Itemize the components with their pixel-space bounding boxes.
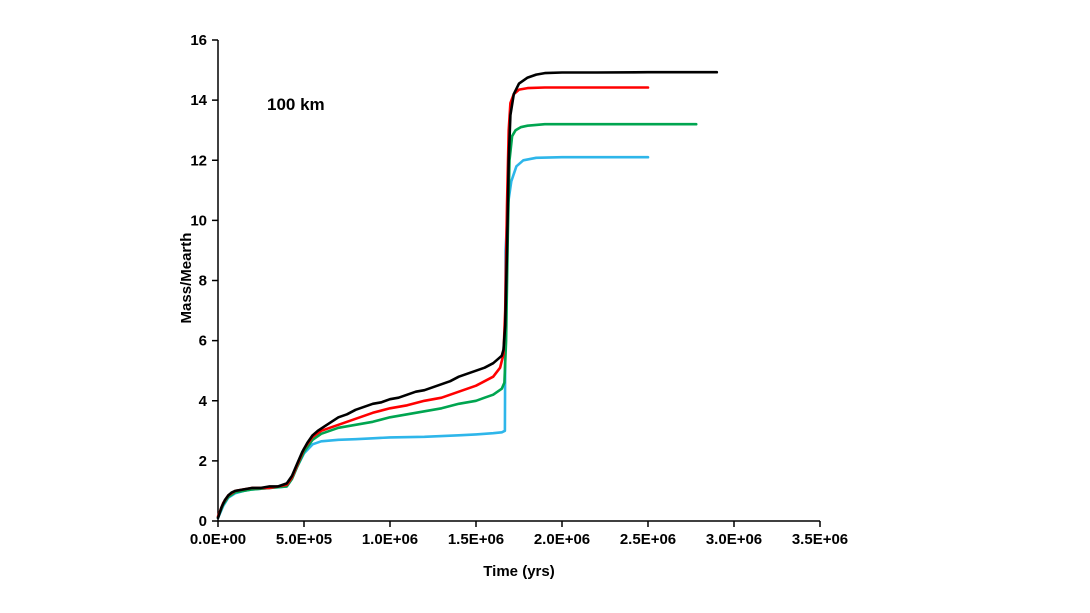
- y-tick-labels: 0 2 4 6 8 10 12 14 16: [190, 32, 218, 530]
- x-tick-label: 3.5E+06: [792, 531, 848, 548]
- y-tick-label: 6: [199, 333, 207, 350]
- y-tick-label: 10: [190, 212, 207, 229]
- x-tick-label: 5.0E+05: [276, 531, 332, 548]
- x-tick-label: 0.0E+00: [190, 531, 246, 548]
- annotation-100km: 100 km: [267, 95, 325, 114]
- x-tick-labels: 0.0E+00 5.0E+05 1.0E+06 1.5E+06 2.0E+06 2.5E+…: [190, 521, 848, 548]
- series-line-black-curve: [216, 70, 719, 520]
- y-tick-label: 0: [199, 513, 207, 530]
- y-axis-title: Mass/Mearth: [178, 232, 195, 324]
- x-tick-label: 1.0E+06: [362, 531, 418, 548]
- y-tick-label: 2: [199, 453, 207, 470]
- x-tick-label: 2.0E+06: [534, 531, 590, 548]
- series-line-cyan-curve: [216, 155, 650, 520]
- y-tick-label: 14: [190, 92, 207, 109]
- series-line-red-curve: [216, 86, 650, 518]
- y-tick-label: 4: [199, 393, 208, 410]
- series-line-green-curve: [216, 122, 698, 519]
- x-tick-label: 2.5E+06: [620, 531, 676, 548]
- y-tick-label: 12: [190, 152, 207, 169]
- x-tick-label: 1.5E+06: [448, 531, 504, 548]
- y-tick-label: 16: [190, 32, 207, 49]
- x-tick-label: 3.0E+06: [706, 531, 762, 548]
- x-axis-title: Time (yrs): [483, 563, 555, 580]
- y-tick-label: 8: [199, 273, 207, 290]
